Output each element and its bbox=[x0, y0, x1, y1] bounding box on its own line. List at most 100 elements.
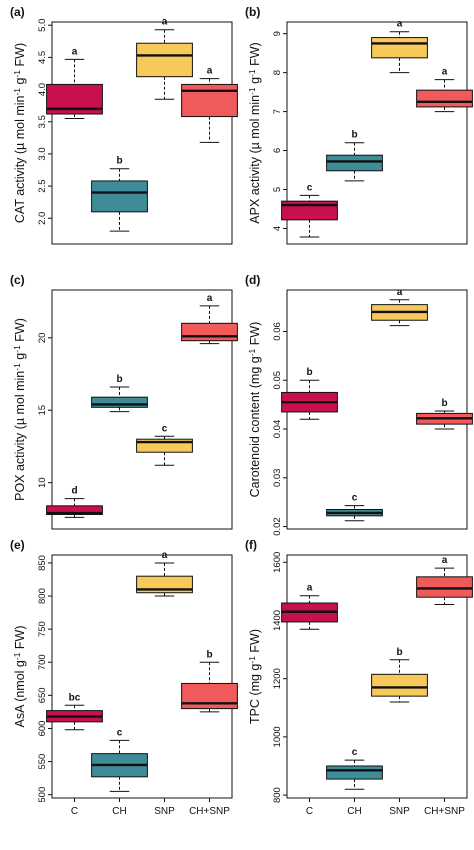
box-ch-snp: b bbox=[181, 649, 238, 713]
significance-letter: c bbox=[117, 727, 123, 738]
box-ch: b bbox=[91, 374, 148, 413]
significance-letter: a bbox=[207, 66, 213, 77]
y-tick-label: 20 bbox=[37, 333, 48, 344]
box-snp: b bbox=[371, 647, 428, 703]
plot-frame bbox=[286, 21, 468, 245]
y-tick-label: 1000 bbox=[272, 726, 283, 747]
y-tick-label: 6 bbox=[272, 148, 283, 153]
plot-frame bbox=[286, 554, 468, 799]
y-tick-label: 750 bbox=[37, 621, 48, 637]
box-ch: c bbox=[326, 493, 383, 522]
significance-letter: b bbox=[351, 130, 357, 141]
box-c: a bbox=[46, 46, 103, 120]
box-iqr bbox=[326, 154, 383, 172]
significance-letter: a bbox=[442, 555, 448, 566]
box-c: a bbox=[281, 583, 338, 630]
box-ch-snp: b bbox=[416, 398, 473, 430]
box-iqr bbox=[136, 42, 193, 78]
panel-e: (e) 500 550 600 650 700 750 800 850 AsA (nmol g-1… bbox=[10, 538, 238, 817]
panel-label: (b) bbox=[245, 5, 260, 19]
y-tick-label: 9 bbox=[272, 31, 283, 36]
significance-letter: c bbox=[162, 423, 168, 434]
plot-frame bbox=[51, 554, 233, 799]
significance-letter: c bbox=[352, 747, 358, 758]
panel-f: (f) 800 1000 1200 1400 1600 TPC (mg g-1 FW) C CH… bbox=[245, 538, 473, 817]
significance-letter: a bbox=[162, 550, 168, 561]
box-ch: b bbox=[91, 156, 148, 232]
box-iqr bbox=[371, 37, 428, 59]
x-category-label: SNP bbox=[389, 806, 410, 817]
y-tick-label: 5 bbox=[272, 187, 283, 192]
y-axis-label-part: g bbox=[248, 77, 262, 87]
y-tick-label: 650 bbox=[37, 687, 48, 703]
x-category-label: CH bbox=[112, 806, 126, 817]
y-axis-label: POX activity (µ mol min-1 g-1 FW) bbox=[12, 318, 27, 501]
y-tick-label: 800 bbox=[37, 588, 48, 604]
y-tick-label: 550 bbox=[37, 754, 48, 770]
panel-a: (a) 2.0 2.5 3.0 3.5 4.0 4.5 5.0 CAT activity (µ … bbox=[10, 5, 238, 245]
y-tick-label: 600 bbox=[37, 721, 48, 737]
y-axis-label-part: g bbox=[13, 353, 27, 363]
significance-letter: b bbox=[116, 374, 122, 385]
significance-letter: a bbox=[307, 583, 313, 594]
significance-letter: a bbox=[442, 67, 448, 78]
y-tick-label: 0.03 bbox=[272, 469, 283, 488]
box-iqr bbox=[416, 576, 473, 598]
box-iqr bbox=[371, 673, 428, 697]
y-tick-label: 3.0 bbox=[37, 147, 48, 160]
y-tick-label: 8 bbox=[272, 70, 283, 75]
panel-d: (d) 0.02 0.03 0.04 0.05 0.06 Carotenoid conten… bbox=[245, 273, 473, 536]
plot-frame bbox=[51, 289, 233, 530]
box-snp: a bbox=[371, 19, 428, 74]
box-snp: a bbox=[136, 17, 193, 100]
significance-letter: a bbox=[162, 17, 168, 28]
x-category-label: CH bbox=[347, 806, 361, 817]
y-tick-label: 800 bbox=[272, 787, 283, 803]
box-ch: c bbox=[326, 747, 383, 790]
y-axis-label-part: FW) bbox=[248, 322, 262, 349]
y-axis-label-superscript: -1 bbox=[12, 88, 22, 96]
x-category-label: C bbox=[306, 806, 313, 817]
significance-letter: c bbox=[352, 493, 358, 504]
box-ch-snp: a bbox=[416, 67, 473, 113]
panel-label: (f) bbox=[245, 538, 257, 552]
y-axis-label-part: APX activity (µ mol min bbox=[248, 95, 262, 224]
box-ch-snp: a bbox=[181, 293, 238, 345]
box-snp: a bbox=[136, 550, 193, 597]
y-axis-label-part: TPC (mg g bbox=[248, 664, 262, 724]
box-ch-snp: a bbox=[181, 66, 238, 143]
y-axis-label-part: Carotenoid content (mg g bbox=[248, 356, 262, 497]
x-category-label: CH+SNP bbox=[189, 806, 230, 817]
significance-letter: b bbox=[441, 398, 447, 409]
y-tick-label: 4 bbox=[272, 226, 283, 231]
y-axis-label-part: FW) bbox=[13, 318, 27, 345]
box-c: bc bbox=[46, 692, 103, 731]
box-snp: c bbox=[136, 423, 193, 466]
y-axis-label-part: POX activity (µ mol min bbox=[13, 371, 27, 501]
significance-letter: a bbox=[397, 287, 403, 298]
box-iqr bbox=[181, 83, 238, 118]
y-axis-label-part: FW) bbox=[13, 625, 27, 652]
y-axis-label-superscript: -1 bbox=[247, 69, 257, 77]
panel-label: (a) bbox=[10, 5, 25, 19]
box-iqr bbox=[416, 89, 473, 108]
box-iqr bbox=[91, 396, 148, 408]
box-iqr bbox=[181, 682, 238, 710]
y-axis-label-part: FW) bbox=[248, 42, 262, 69]
box-iqr bbox=[326, 765, 383, 780]
y-tick-label: 850 bbox=[37, 555, 48, 571]
box-ch: c bbox=[91, 727, 148, 792]
box-c: d bbox=[46, 486, 103, 518]
y-axis-label-superscript: -1 bbox=[12, 345, 22, 353]
y-tick-label: 2.5 bbox=[37, 179, 48, 192]
y-tick-label: 0.05 bbox=[272, 371, 283, 390]
y-tick-label: 0.06 bbox=[272, 322, 283, 341]
box-c: c bbox=[281, 182, 338, 238]
significance-letter: a bbox=[207, 293, 213, 304]
significance-letter: b bbox=[206, 649, 212, 660]
y-axis-label-superscript: -1 bbox=[12, 70, 22, 78]
y-tick-label: 1600 bbox=[272, 552, 283, 573]
significance-letter: b bbox=[116, 156, 122, 167]
